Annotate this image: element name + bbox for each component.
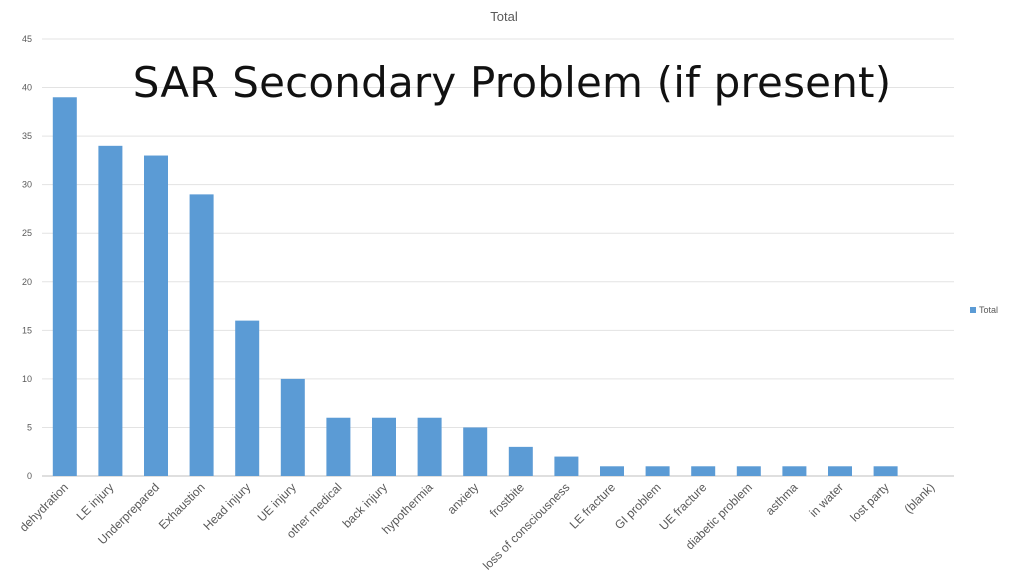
y-axis-tick-labels: 0 5 10 15 20 25 30 35 40 45 [22,34,32,481]
y-tick-label: 5 [27,422,32,432]
y-tick-label: 25 [22,228,32,238]
bar-exhaustion [189,194,214,476]
x-tick-label: frostbite [487,480,527,520]
bars [52,97,898,477]
bar-anxiety [463,427,488,476]
y-tick-label: 0 [27,471,32,481]
x-tick-label: anxiety [445,480,482,517]
x-tick-label: asthma [763,480,801,518]
x-tick-label: LE injury [74,480,117,523]
legend-label: Total [979,305,999,315]
y-tick-label: 20 [22,277,32,287]
bar-lost-party [873,466,898,476]
legend-swatch [970,307,976,313]
x-tick-label: Head injury [200,480,253,533]
y-tick-label: 45 [22,34,32,44]
y-tick-label: 15 [22,325,32,335]
bar-frostbite [508,446,533,476]
y-tick-label: 35 [22,131,32,141]
bar-asthma [782,466,807,476]
x-axis-tick-labels: dehydration LE injuryUnderpreparedExhaust… [17,480,938,573]
x-tick-label: dehydration [17,480,71,534]
x-tick-label: in water [807,480,847,520]
chart-title: Total [490,9,518,24]
bar-hypothermia [417,417,442,476]
legend: Total [970,305,998,315]
bar-head-injury [235,320,260,476]
bar-le-fracture [600,466,624,476]
x-tick-label: Exhaustion [156,480,208,532]
x-tick-label: lost party [847,480,891,524]
x-tick-label: GI problem [612,480,664,532]
bar-le-injury [98,145,123,477]
bar-other-medical [326,417,351,476]
bar-underprepared [144,155,168,477]
bar-back-injury [372,417,396,476]
slide-title: SAR Secondary Problem (if present) [132,58,892,107]
y-tick-label: 10 [22,374,32,384]
bar-diabetic-problem [736,466,761,476]
y-tick-label: 40 [22,83,32,93]
x-tick-label: (blank) [901,480,937,516]
bar-dehydration [52,97,77,477]
bar-gi-problem [645,466,670,476]
x-tick-label: UE injury [255,480,299,524]
bar-loss-of-consciousness [554,456,579,476]
x-tick-label: loss of consciousness [480,480,572,572]
bar-in-water [828,466,852,476]
x-tick-label: LE fracture [567,480,619,532]
y-tick-label: 30 [22,180,32,190]
bar-ue-injury [280,378,305,476]
bar-ue-fracture [691,466,716,476]
